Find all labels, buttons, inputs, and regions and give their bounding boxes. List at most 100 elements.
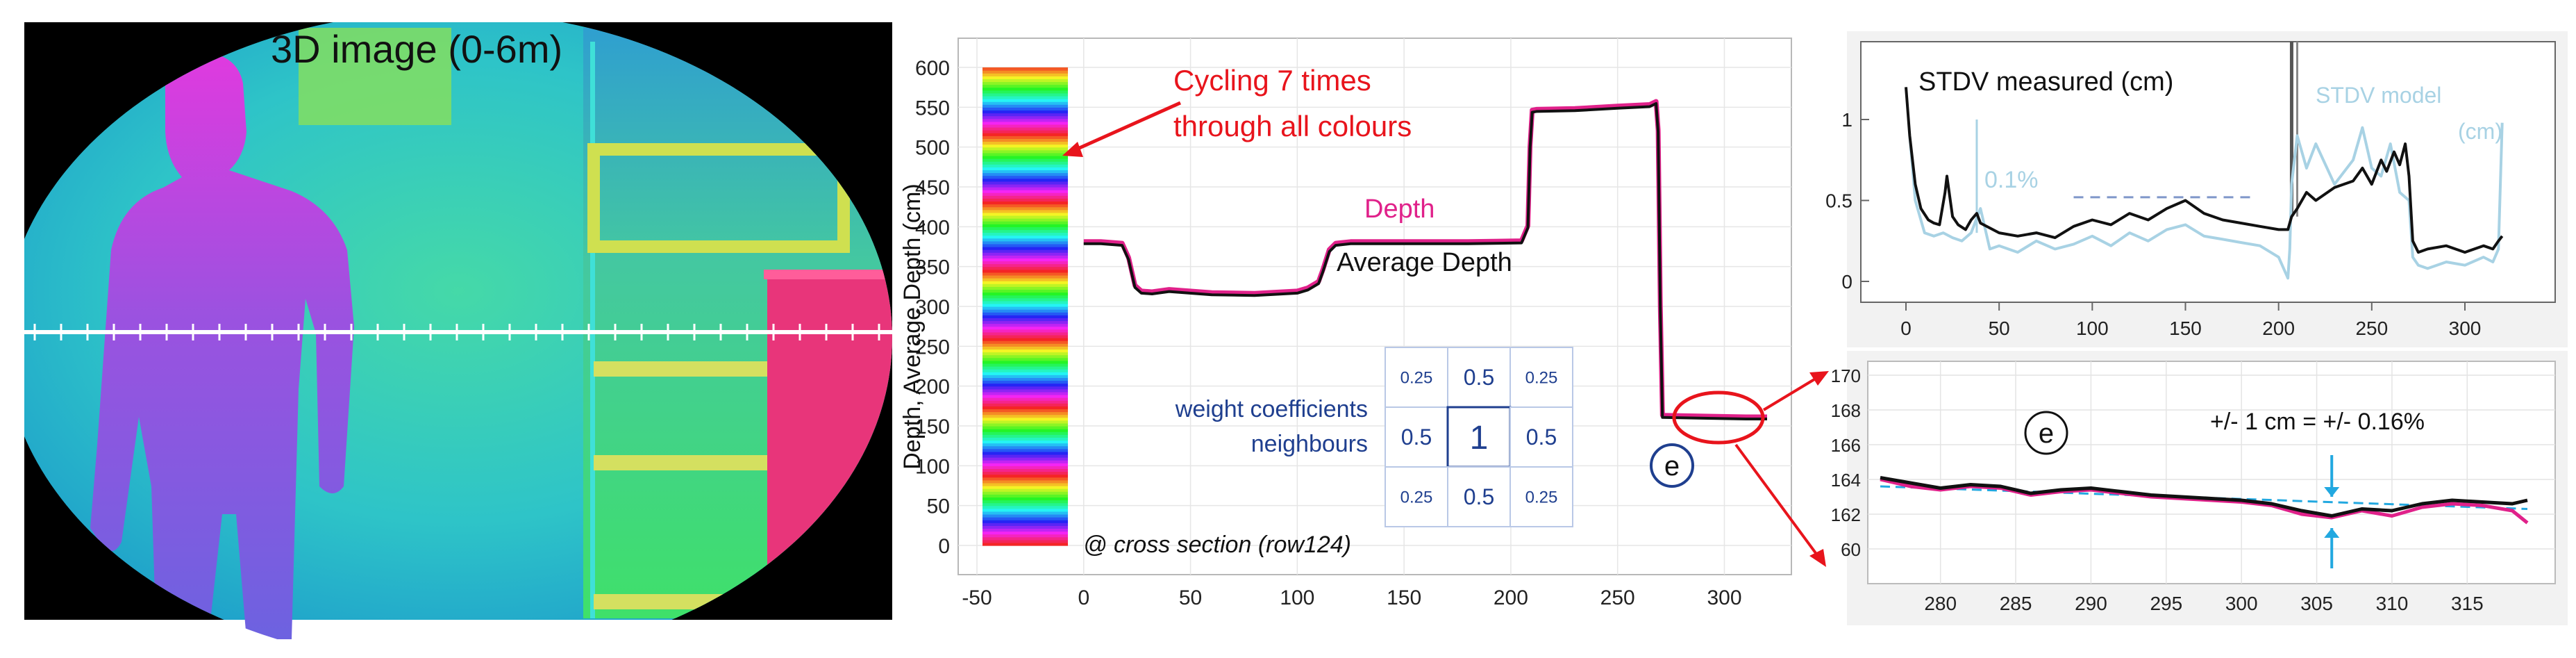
colour-bar-band xyxy=(982,443,1069,447)
colour-bar-band xyxy=(982,147,1069,151)
colour-bar-band xyxy=(982,466,1069,470)
stdv-y-tick-label: 0.5 xyxy=(1825,190,1852,212)
colour-bar-band xyxy=(982,482,1069,486)
colour-bar-band xyxy=(982,243,1069,247)
colour-bar-band xyxy=(982,90,1069,94)
colour-bar-band xyxy=(982,520,1069,523)
marker-e-label: e xyxy=(1664,451,1680,482)
main-y-tick-label: 450 xyxy=(915,176,950,199)
colour-bar-band xyxy=(982,479,1069,484)
main-y-tick-label: 300 xyxy=(915,296,950,319)
colour-bar-band xyxy=(982,360,1069,364)
ceiling-light xyxy=(299,28,451,125)
zoom-marker-e-label: e xyxy=(2039,418,2054,449)
colour-bar-band xyxy=(982,414,1069,418)
colour-bar-band xyxy=(982,334,1069,338)
zoom-chart: 60 162 164 166 168 170 280 285 290 295 300 305 310 3… xyxy=(1831,351,2568,625)
colour-bar-band xyxy=(982,144,1069,148)
colour-bar-band xyxy=(982,87,1069,91)
colour-bar-band xyxy=(982,380,1069,384)
colour-bar-band xyxy=(982,124,1069,128)
main-x-tick-label: 0 xyxy=(1078,586,1089,609)
main-grid xyxy=(958,38,1791,575)
stdv-series xyxy=(1905,42,2504,280)
colour-bar-band xyxy=(982,445,1069,450)
zoom-y-tick-label: 162 xyxy=(1831,504,1861,525)
colour-bar-band xyxy=(982,369,1069,372)
colour-bar-band xyxy=(982,99,1069,102)
colour-bar-band xyxy=(982,497,1069,501)
colour-bar-band xyxy=(982,486,1069,489)
stdv-x-tick-label: 250 xyxy=(2355,318,2388,339)
colour-bar-band xyxy=(982,517,1069,520)
colour-bar-band xyxy=(982,67,1069,71)
colour-bar-band xyxy=(982,206,1069,211)
colour-bar-band xyxy=(982,511,1069,515)
colour-bar-band xyxy=(982,283,1069,287)
colour-bar-band xyxy=(982,323,1069,327)
colour-bar-band xyxy=(982,383,1069,387)
zoom-x-ticks: 280 285 290 295 300 305 310 315 xyxy=(1924,593,2483,614)
colour-bar-band xyxy=(982,121,1069,125)
weight-cell-value: 0.5 xyxy=(1526,425,1557,450)
colour-bar-band xyxy=(982,295,1069,299)
colour-bar-band xyxy=(982,190,1069,193)
stdv-model-unit: (cm) xyxy=(2458,119,2502,144)
cross-section-label: @ cross section (row124) xyxy=(1083,532,1351,558)
weight-cell-value: 0.5 xyxy=(1464,365,1494,390)
main-x-tick-label: 150 xyxy=(1387,586,1421,609)
zoom-x-tick-label: 300 xyxy=(2225,593,2258,614)
colour-bar-band xyxy=(982,539,1069,543)
colour-bar-band xyxy=(982,107,1069,111)
colour-bar-band xyxy=(982,400,1069,404)
colour-bar-band xyxy=(982,394,1069,398)
colour-bar-band xyxy=(982,463,1069,466)
zoom-x-tick-label: 295 xyxy=(2150,593,2182,614)
main-y-tick-label: 350 xyxy=(915,256,950,279)
colour-bar-band xyxy=(982,528,1069,532)
colour-bar-band xyxy=(982,306,1069,310)
stdv-x-tick-label: 100 xyxy=(2076,318,2109,339)
colour-bar-band xyxy=(982,133,1069,136)
colour-bar-band xyxy=(982,505,1069,509)
stdv-chart: 00.51 0 50 100 150 200 250 300 STDV measured (… xyxy=(1825,31,2568,347)
main-y-tick-label: 0 xyxy=(938,535,950,558)
main-x-tick-label: 100 xyxy=(1280,586,1314,609)
colour-bar-band xyxy=(982,209,1069,213)
colour-bar-band xyxy=(982,536,1069,541)
zoom-region-ellipse xyxy=(1672,390,1765,445)
colour-bar-band xyxy=(982,95,1069,99)
zoom-series xyxy=(1880,476,2529,525)
colour-bar-band xyxy=(982,434,1069,438)
main-y-tick-label: 50 xyxy=(927,495,950,518)
colour-bar-band xyxy=(982,198,1069,202)
colour-bar-band xyxy=(982,315,1069,318)
colour-bar-band xyxy=(982,502,1069,507)
colour-bar-band xyxy=(982,127,1069,131)
stdv-y-ticks: 00.51 xyxy=(1825,109,1869,293)
colour-bar-band xyxy=(982,141,1069,145)
colour-bar-band xyxy=(982,118,1069,122)
colour-bar-band xyxy=(982,278,1069,281)
stdv-x-tick-label: 150 xyxy=(2169,318,2202,339)
colour-bar-band xyxy=(982,300,1069,304)
stdv-measured-label: STDV measured (cm) xyxy=(1918,67,2173,97)
colour-bar-band xyxy=(982,429,1069,432)
colour-bar-band xyxy=(982,269,1069,273)
main-x-tick-label: 200 xyxy=(1494,586,1528,609)
stdv-percent-label: 0.1% xyxy=(1984,167,2039,193)
colour-bar-band xyxy=(982,101,1069,105)
colour-bar-band xyxy=(982,155,1069,159)
colour-bar-band xyxy=(982,192,1069,196)
colour-bar-band xyxy=(982,258,1069,262)
zoom-y-tick-label: 168 xyxy=(1831,400,1861,421)
colour-bar-band xyxy=(982,235,1069,239)
colour-bar-band xyxy=(982,426,1069,429)
average-series-label: Average Depth xyxy=(1337,248,1512,277)
zoom-grid xyxy=(1868,361,2555,584)
colour-bar-band xyxy=(982,494,1069,497)
weight-cell-value: 0.5 xyxy=(1464,484,1494,509)
main-y-tick-label: 150 xyxy=(915,416,950,438)
colour-bar-band xyxy=(982,175,1069,179)
colour-bar-band xyxy=(982,531,1069,535)
